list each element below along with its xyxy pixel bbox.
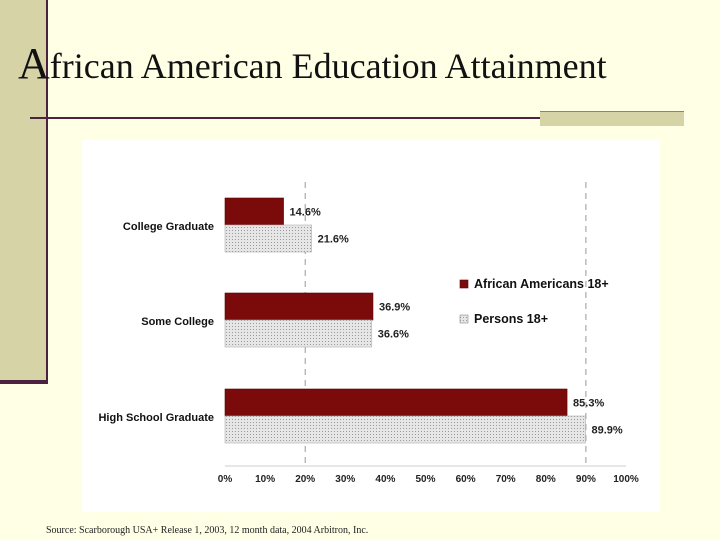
data-label: 85.3% [573,398,604,410]
slide-title-initial: A [18,39,50,88]
education-bar-chart: College Graduate 14.6% 21.6% Some College 36… [98,182,639,485]
x-tick-label: 50% [415,474,435,485]
data-label: 14.6% [290,207,321,219]
source-note: Source: Scarborough USA+ Release 1, 2003… [46,525,369,536]
data-label: 89.9% [591,425,622,437]
slide-title: African American Education Attainment [18,38,607,89]
legend-label: Persons 18+ [474,312,548,326]
bar-persons [224,319,373,348]
legend-swatch [459,314,469,324]
x-tick-label: 60% [456,474,476,485]
x-tick-label: 90% [576,474,596,485]
bar-african-americans [224,388,568,417]
x-tick-label: 0% [218,474,233,485]
title-underline [30,117,682,119]
data-label: 21.6% [318,234,349,246]
data-label: 36.6% [378,329,409,341]
title-underline-accent [540,111,684,126]
x-tick-label: 10% [255,474,275,485]
bar-persons [224,415,586,444]
x-tick-label: 40% [375,474,395,485]
x-tick-label: 80% [536,474,556,485]
data-label: 36.9% [379,302,410,314]
category-label: College Graduate [123,221,214,233]
legend-label: African Americans 18+ [474,277,609,291]
bar-persons [224,224,312,253]
x-tick-label: 70% [496,474,516,485]
left-decor-band [0,0,48,382]
x-tick-label: 20% [295,474,315,485]
left-decor-band-edge [0,380,48,384]
bar-african-americans [224,197,284,226]
x-tick-label: 100% [613,474,639,485]
category-label: High School Graduate [98,412,214,424]
x-tick-label: 30% [335,474,355,485]
slide-title-rest: frican American Education Attainment [49,46,607,86]
chart-area: College Graduate 14.6% 21.6% Some College 36… [82,140,660,512]
bar-african-americans [224,292,374,321]
category-label: Some College [141,316,214,328]
legend-swatch [459,279,469,289]
